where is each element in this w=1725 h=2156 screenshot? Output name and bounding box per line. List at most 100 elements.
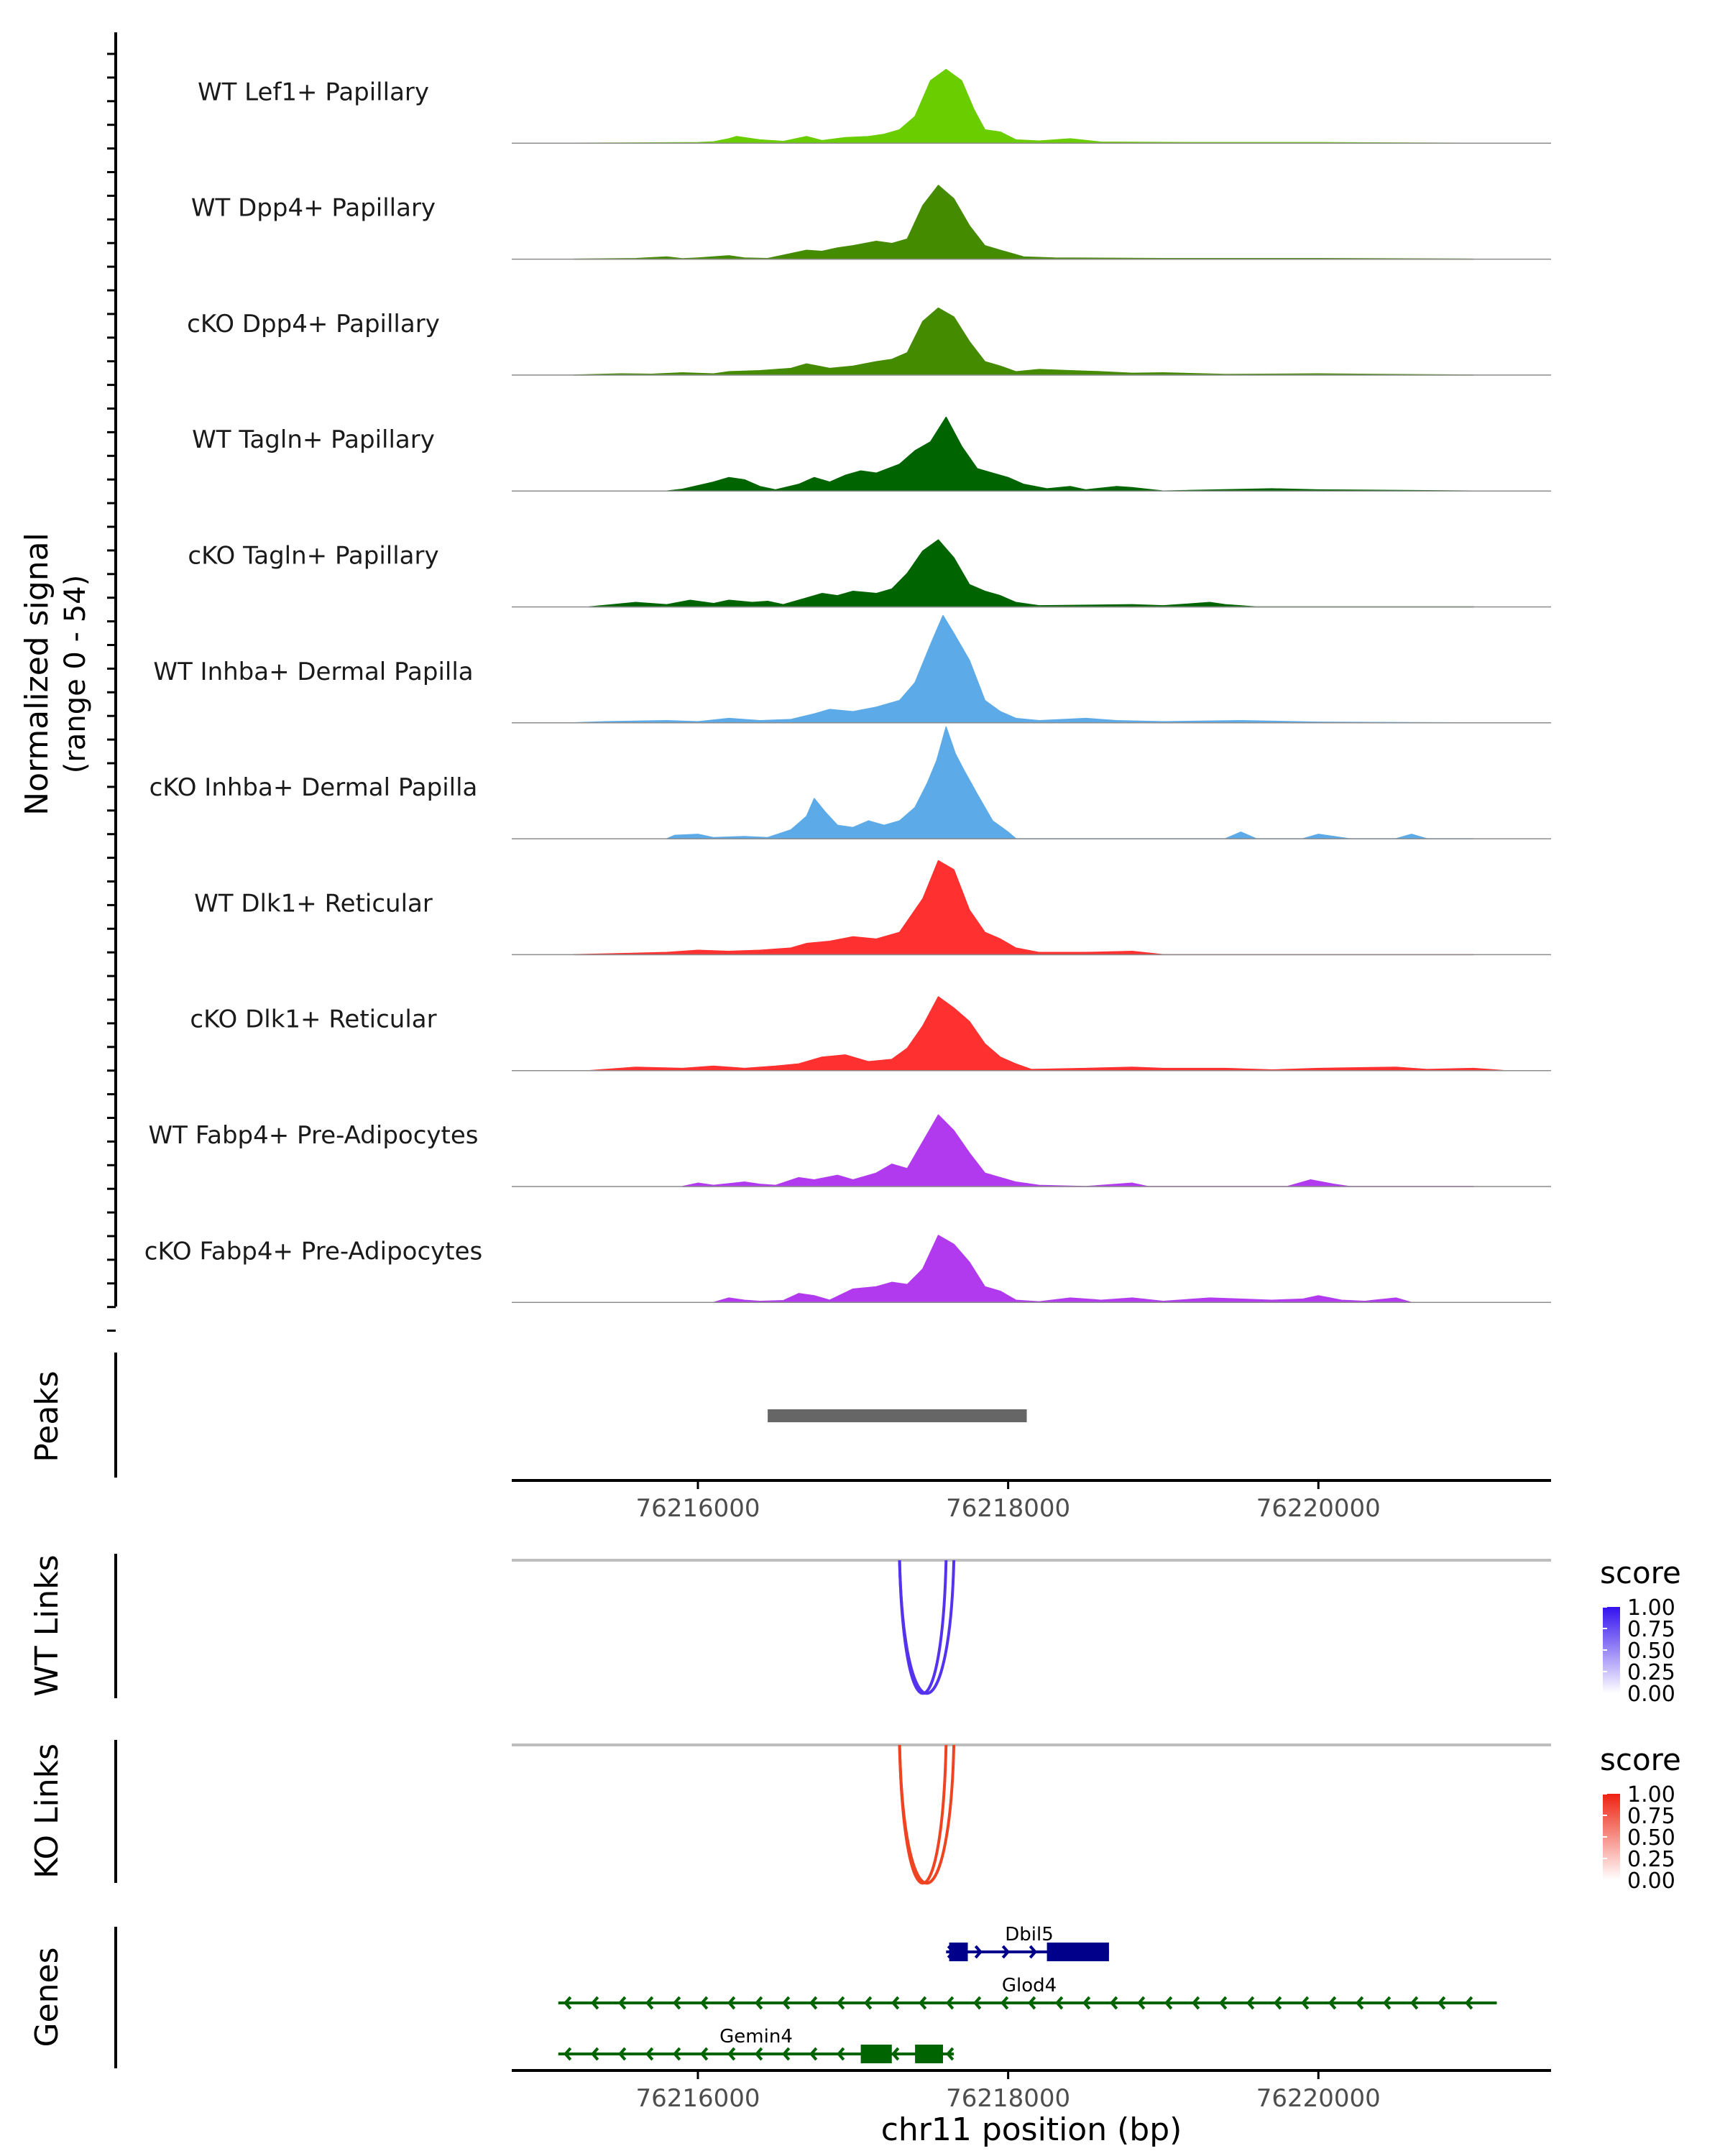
coverage-track: WT Lef1+ Papillary: [198, 68, 1551, 144]
coverage-area: [573, 68, 1474, 144]
strand-arrow: [837, 1996, 845, 2010]
genes-x-axis: 76216000 76218000 76220000: [635, 2070, 1381, 2113]
peaks-x-tick-label: 76218000: [946, 1494, 1070, 1523]
legend-tick-label: 0.00: [1627, 1682, 1675, 1707]
signal-ylabel-line1: Normalized signal: [19, 533, 55, 816]
strand-arrow: [1328, 1996, 1337, 2010]
coverage-track: cKO Fabp4+ Pre-Adipocytes: [144, 1235, 1551, 1304]
legend-tick-label: 0.25: [1627, 1847, 1675, 1872]
legend-tick-label: 0.75: [1627, 1617, 1675, 1642]
strand-arrow: [727, 2047, 736, 2061]
peak-bar: [768, 1409, 1027, 1422]
track-label: WT Fabp4+ Pre-Adipocytes: [149, 1121, 479, 1150]
coverage-track: cKO Dpp4+ Papillary: [187, 307, 1551, 376]
gene-label: Dbil5: [1005, 1924, 1054, 1945]
strand-arrow: [946, 1996, 954, 2010]
legend-tick-label: 1.00: [1627, 1782, 1675, 1807]
track-label: cKO Tagln+ Papillary: [188, 542, 438, 571]
strand-arrow: [591, 2047, 599, 2061]
gene-label: Glod4: [1002, 1975, 1057, 1996]
strand-arrow: [864, 1996, 873, 2010]
peaks-x-axis: 76216000 76218000 76220000: [635, 1480, 1381, 1523]
strand-arrow: [1164, 1996, 1173, 2010]
legend-tick-label: 0.50: [1627, 1825, 1675, 1851]
strand-arrow: [1082, 1996, 1091, 2010]
peaks-bars: [768, 1409, 1027, 1422]
wt-links-legend: score 1.000.750.500.250.00: [1600, 1555, 1681, 1707]
legend-tick-label: 0.75: [1627, 1804, 1675, 1829]
peaks-panel: Peaks 76216000 76218000 76220000: [29, 1353, 1551, 1523]
strand-arrow: [1410, 1996, 1419, 2010]
strand-arrow: [700, 1996, 709, 2010]
track-label: cKO Fabp4+ Pre-Adipocytes: [144, 1237, 483, 1266]
strand-arrow: [564, 2047, 572, 2061]
strand-arrow: [673, 2047, 681, 2061]
strand-arrow: [919, 1996, 927, 2010]
strand-arrow: [618, 2047, 627, 2061]
gene-exon: [860, 2045, 892, 2063]
coverage-track: cKO Dlk1+ Reticular: [190, 996, 1551, 1072]
ko-links-legend: score 1.000.750.500.250.00: [1600, 1742, 1681, 1894]
strand-arrow: [645, 2047, 654, 2061]
ko-links-arcs: [898, 1744, 956, 1885]
ko-links-label: KO Links: [29, 1743, 65, 1879]
coverage-area: [589, 996, 1506, 1072]
track-label: WT Dlk1+ Reticular: [194, 889, 433, 918]
genes-x-tick-label: 76218000: [946, 2084, 1070, 2113]
strand-arrow: [809, 2047, 818, 2061]
signal-y-ticks: [107, 52, 116, 1332]
coverage-area: [666, 726, 1474, 839]
legend-tick-label: 1.00: [1627, 1595, 1675, 1621]
strand-arrow: [1465, 1996, 1473, 2010]
gene-model: Gemin4: [558, 2026, 954, 2063]
strand-arrow: [891, 1996, 900, 2010]
gene-model: Glod4: [558, 1975, 1497, 2010]
coverage-track: WT Dlk1+ Reticular: [194, 860, 1551, 956]
strand-arrow: [1438, 1996, 1446, 2010]
coverage-area: [573, 307, 1474, 376]
strand-arrow: [1137, 1996, 1146, 2010]
strand-arrow: [755, 1996, 763, 2010]
strand-arrow: [1028, 1996, 1036, 2010]
strand-arrow: [973, 1996, 982, 2010]
wt-links-legend-ticks: 1.000.750.500.250.00: [1603, 1595, 1675, 1707]
wt-links-panel: WT Links: [29, 1554, 1551, 1698]
coverage-area: [573, 860, 1474, 956]
gene-exon: [949, 1943, 968, 1961]
strand-arrow: [782, 1996, 791, 2010]
coverage-area: [712, 1235, 1474, 1304]
strand-arrow: [1000, 1996, 1009, 2010]
strand-arrow: [974, 1945, 983, 1959]
strand-arrow: [564, 1996, 572, 2010]
coverage-area: [681, 1114, 1474, 1187]
strand-arrow: [1001, 1945, 1010, 1959]
track-label: WT Tagln+ Papillary: [192, 425, 435, 454]
strand-arrow: [1055, 1996, 1064, 2010]
coverage-area: [666, 416, 1474, 492]
gene-label: Gemin4: [719, 2026, 793, 2047]
link-arc: [898, 1560, 948, 1695]
ko-links-panel: KO Links: [29, 1740, 1551, 1885]
gene-exon: [915, 2045, 943, 2063]
strand-arrow: [645, 1996, 654, 2010]
strand-arrow: [837, 2047, 845, 2061]
strand-arrow: [1356, 1996, 1364, 2010]
wt-links-legend-title: score: [1600, 1555, 1681, 1590]
genes-x-tick-label: 76220000: [1256, 2084, 1381, 2113]
track-label: cKO Dlk1+ Reticular: [190, 1005, 436, 1034]
strand-arrow: [809, 1996, 818, 2010]
strand-arrow: [891, 2047, 900, 2061]
peaks-label: Peaks: [29, 1370, 65, 1462]
ko-links-legend-title: score: [1600, 1742, 1681, 1777]
link-arc: [898, 1744, 948, 1885]
strand-arrow: [618, 1996, 627, 2010]
coverage-track: WT Inhba+ Dermal Papilla: [153, 614, 1551, 724]
genes-label: Genes: [29, 1947, 65, 2047]
legend-tick-label: 0.50: [1627, 1639, 1675, 1664]
wt-links-arcs: [898, 1560, 956, 1695]
strand-arrow: [1274, 1996, 1282, 2010]
gene-exon: [1046, 1943, 1109, 1961]
